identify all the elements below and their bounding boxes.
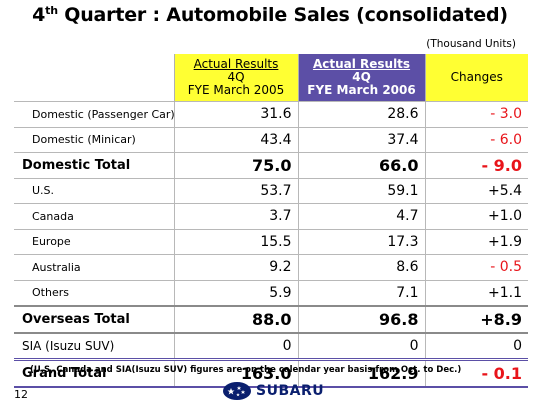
value-change: - 9.0 [424, 152, 528, 178]
row-label: SIA (Isuzu SUV) [14, 331, 174, 360]
footnote: (U.S, Canada and SIA(Isuzu SUV) figures … [30, 365, 462, 375]
value-2006: 7.1 [297, 279, 425, 306]
value-2006: 37.4 [297, 126, 425, 153]
row-label: Others [14, 279, 174, 306]
table-row: Others 5.9 7.1 +1.1 [14, 279, 528, 306]
row-label: Domestic Total [14, 152, 174, 178]
header-empty [14, 54, 174, 102]
value-change: - 6.0 [424, 126, 528, 153]
value-2005: 88.0 [173, 305, 298, 333]
table-row: Europe 15.5 17.3 +1.9 [14, 228, 528, 255]
table-row: Canada 3.7 4.7 +1.0 [14, 203, 528, 229]
value-2006: 162.9 [297, 358, 425, 388]
table-row: Domestic (Passenger Car) 31.6 28.6 - 3.0 [14, 101, 528, 127]
value-2005: 0 [173, 331, 298, 360]
value-2006: 8.6 [297, 254, 425, 280]
value-2005: 75.0 [173, 152, 298, 178]
row-label: Europe [14, 228, 174, 255]
row-label: Australia [14, 254, 174, 280]
value-2006: 0 [297, 331, 425, 360]
value-2006: 66.0 [297, 152, 425, 178]
table-row: Domestic (Minicar) 43.4 37.4 - 6.0 [14, 126, 528, 153]
value-change: +1.1 [424, 279, 528, 306]
table-row: Australia 9.2 8.6 - 0.5 [14, 254, 528, 280]
value-2005: 53.7 [173, 177, 298, 204]
header-changes: Changes [424, 54, 528, 102]
value-2005: 9.2 [173, 254, 298, 280]
value-2005: 43.4 [173, 126, 298, 153]
value-change: 0 [424, 331, 528, 360]
table-row: U.S. 53.7 59.1 +5.4 [14, 177, 528, 204]
value-change: +8.9 [424, 305, 528, 333]
value-change: - 3.0 [424, 101, 528, 127]
value-change: +5.4 [424, 177, 528, 204]
value-2005: 15.5 [173, 228, 298, 255]
value-2006: 17.3 [297, 228, 425, 255]
page-title: 4th Quarter : Automobile Sales (consolid… [32, 4, 508, 26]
page-number: 12 [14, 388, 28, 401]
value-2005: 163.0 [173, 358, 298, 388]
table-row: SIA (Isuzu SUV) 0 0 0 [14, 331, 528, 360]
row-label: Grand Total [14, 358, 174, 388]
value-change: +1.0 [424, 203, 528, 229]
row-label: Overseas Total [14, 305, 174, 333]
row-label: U.S. [14, 177, 174, 204]
units-label: (Thousand Units) [426, 38, 516, 50]
sales-table: Actual Results 4Q FYE March 2005 Actual … [14, 54, 528, 388]
value-change: +1.9 [424, 228, 528, 255]
value-2006: 59.1 [297, 177, 425, 204]
table-row-total: Overseas Total 88.0 96.8 +8.9 [14, 305, 528, 333]
value-2005: 5.9 [173, 279, 298, 306]
row-label: Canada [14, 203, 174, 229]
value-2006: 28.6 [297, 101, 425, 127]
value-2005: 3.7 [173, 203, 298, 229]
row-label: Domestic (Passenger Car) [14, 101, 175, 127]
value-change: - 0.1 [424, 358, 528, 388]
table-row-grand-total: Grand Total 163.0 162.9 - 0.1 [14, 358, 528, 388]
value-change: - 0.5 [424, 254, 528, 280]
table-row-total: Domestic Total 75.0 66.0 - 9.0 [14, 152, 528, 178]
value-2006: 96.8 [297, 305, 425, 333]
subaru-stars-icon [223, 382, 251, 400]
row-label: Domestic (Minicar) [14, 126, 174, 153]
header-fye-2006: Actual Results 4Q FYE March 2006 [297, 54, 425, 102]
subaru-logo-text: SUBARU [256, 383, 325, 399]
value-2005: 31.6 [173, 101, 298, 127]
value-2006: 4.7 [297, 203, 425, 229]
header-fye-2005: Actual Results 4Q FYE March 2005 [173, 54, 298, 102]
subaru-logo: SUBARU [222, 381, 324, 401]
